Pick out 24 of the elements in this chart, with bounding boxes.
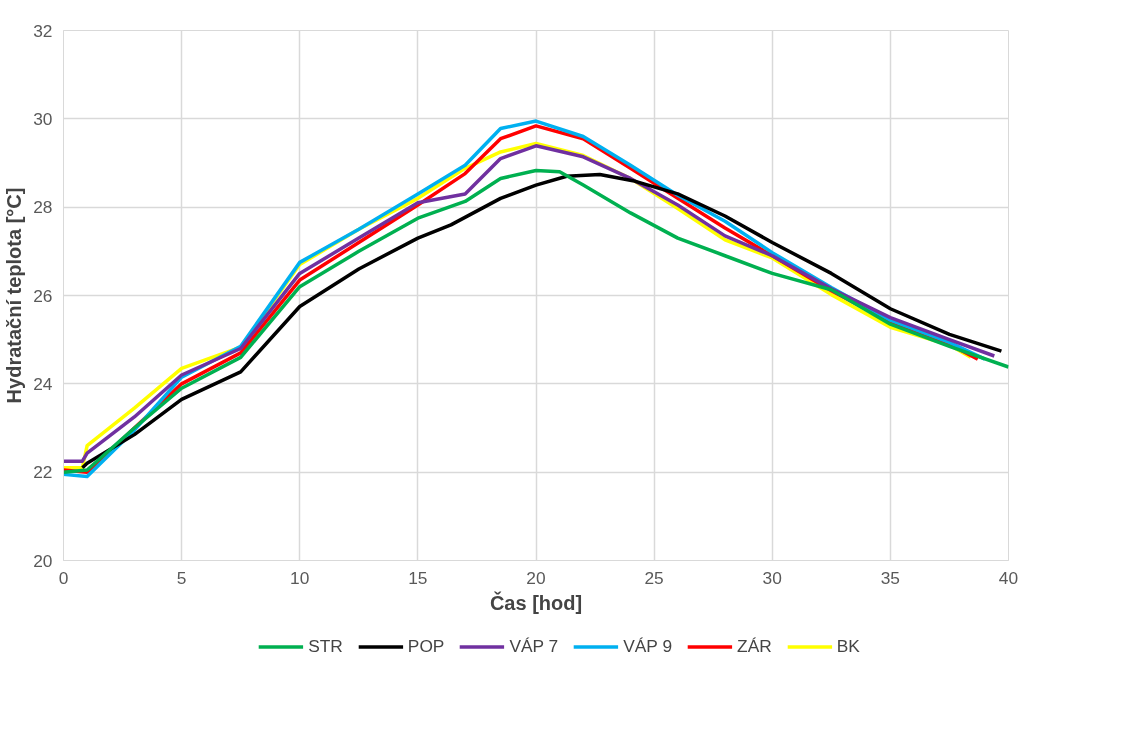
y-tick-label: 26 bbox=[33, 285, 53, 306]
y-tick-label: 28 bbox=[33, 197, 53, 218]
legend-label: VÁP 7 bbox=[509, 635, 559, 657]
legend-label: ZÁR bbox=[737, 635, 772, 657]
y-tick-label: 22 bbox=[33, 462, 53, 483]
x-axis-title: Čas [hod] bbox=[489, 590, 583, 614]
x-tick-label: 15 bbox=[408, 567, 428, 588]
y-tick-label: 20 bbox=[33, 550, 53, 571]
x-tick-label: 5 bbox=[176, 567, 187, 588]
legend-label: VÁP 9 bbox=[623, 635, 673, 657]
x-tick-label: 10 bbox=[290, 567, 310, 588]
x-tick-label: 25 bbox=[644, 567, 664, 588]
x-tick-label: 35 bbox=[880, 567, 901, 588]
y-axis-title: Hydratační teplota [°C] bbox=[3, 187, 26, 404]
y-tick-label: 32 bbox=[33, 20, 53, 41]
legend-label: STR bbox=[308, 635, 343, 657]
x-tick-label: 20 bbox=[526, 567, 546, 588]
x-tick-label: 30 bbox=[762, 567, 782, 588]
x-tick-label: 0 bbox=[58, 567, 69, 588]
legend-label: BK bbox=[836, 635, 860, 657]
x-tick-label: 40 bbox=[998, 567, 1019, 588]
y-tick-label: 24 bbox=[33, 373, 53, 394]
y-tick-label: 30 bbox=[33, 108, 53, 129]
legend-label: POP bbox=[407, 635, 445, 657]
